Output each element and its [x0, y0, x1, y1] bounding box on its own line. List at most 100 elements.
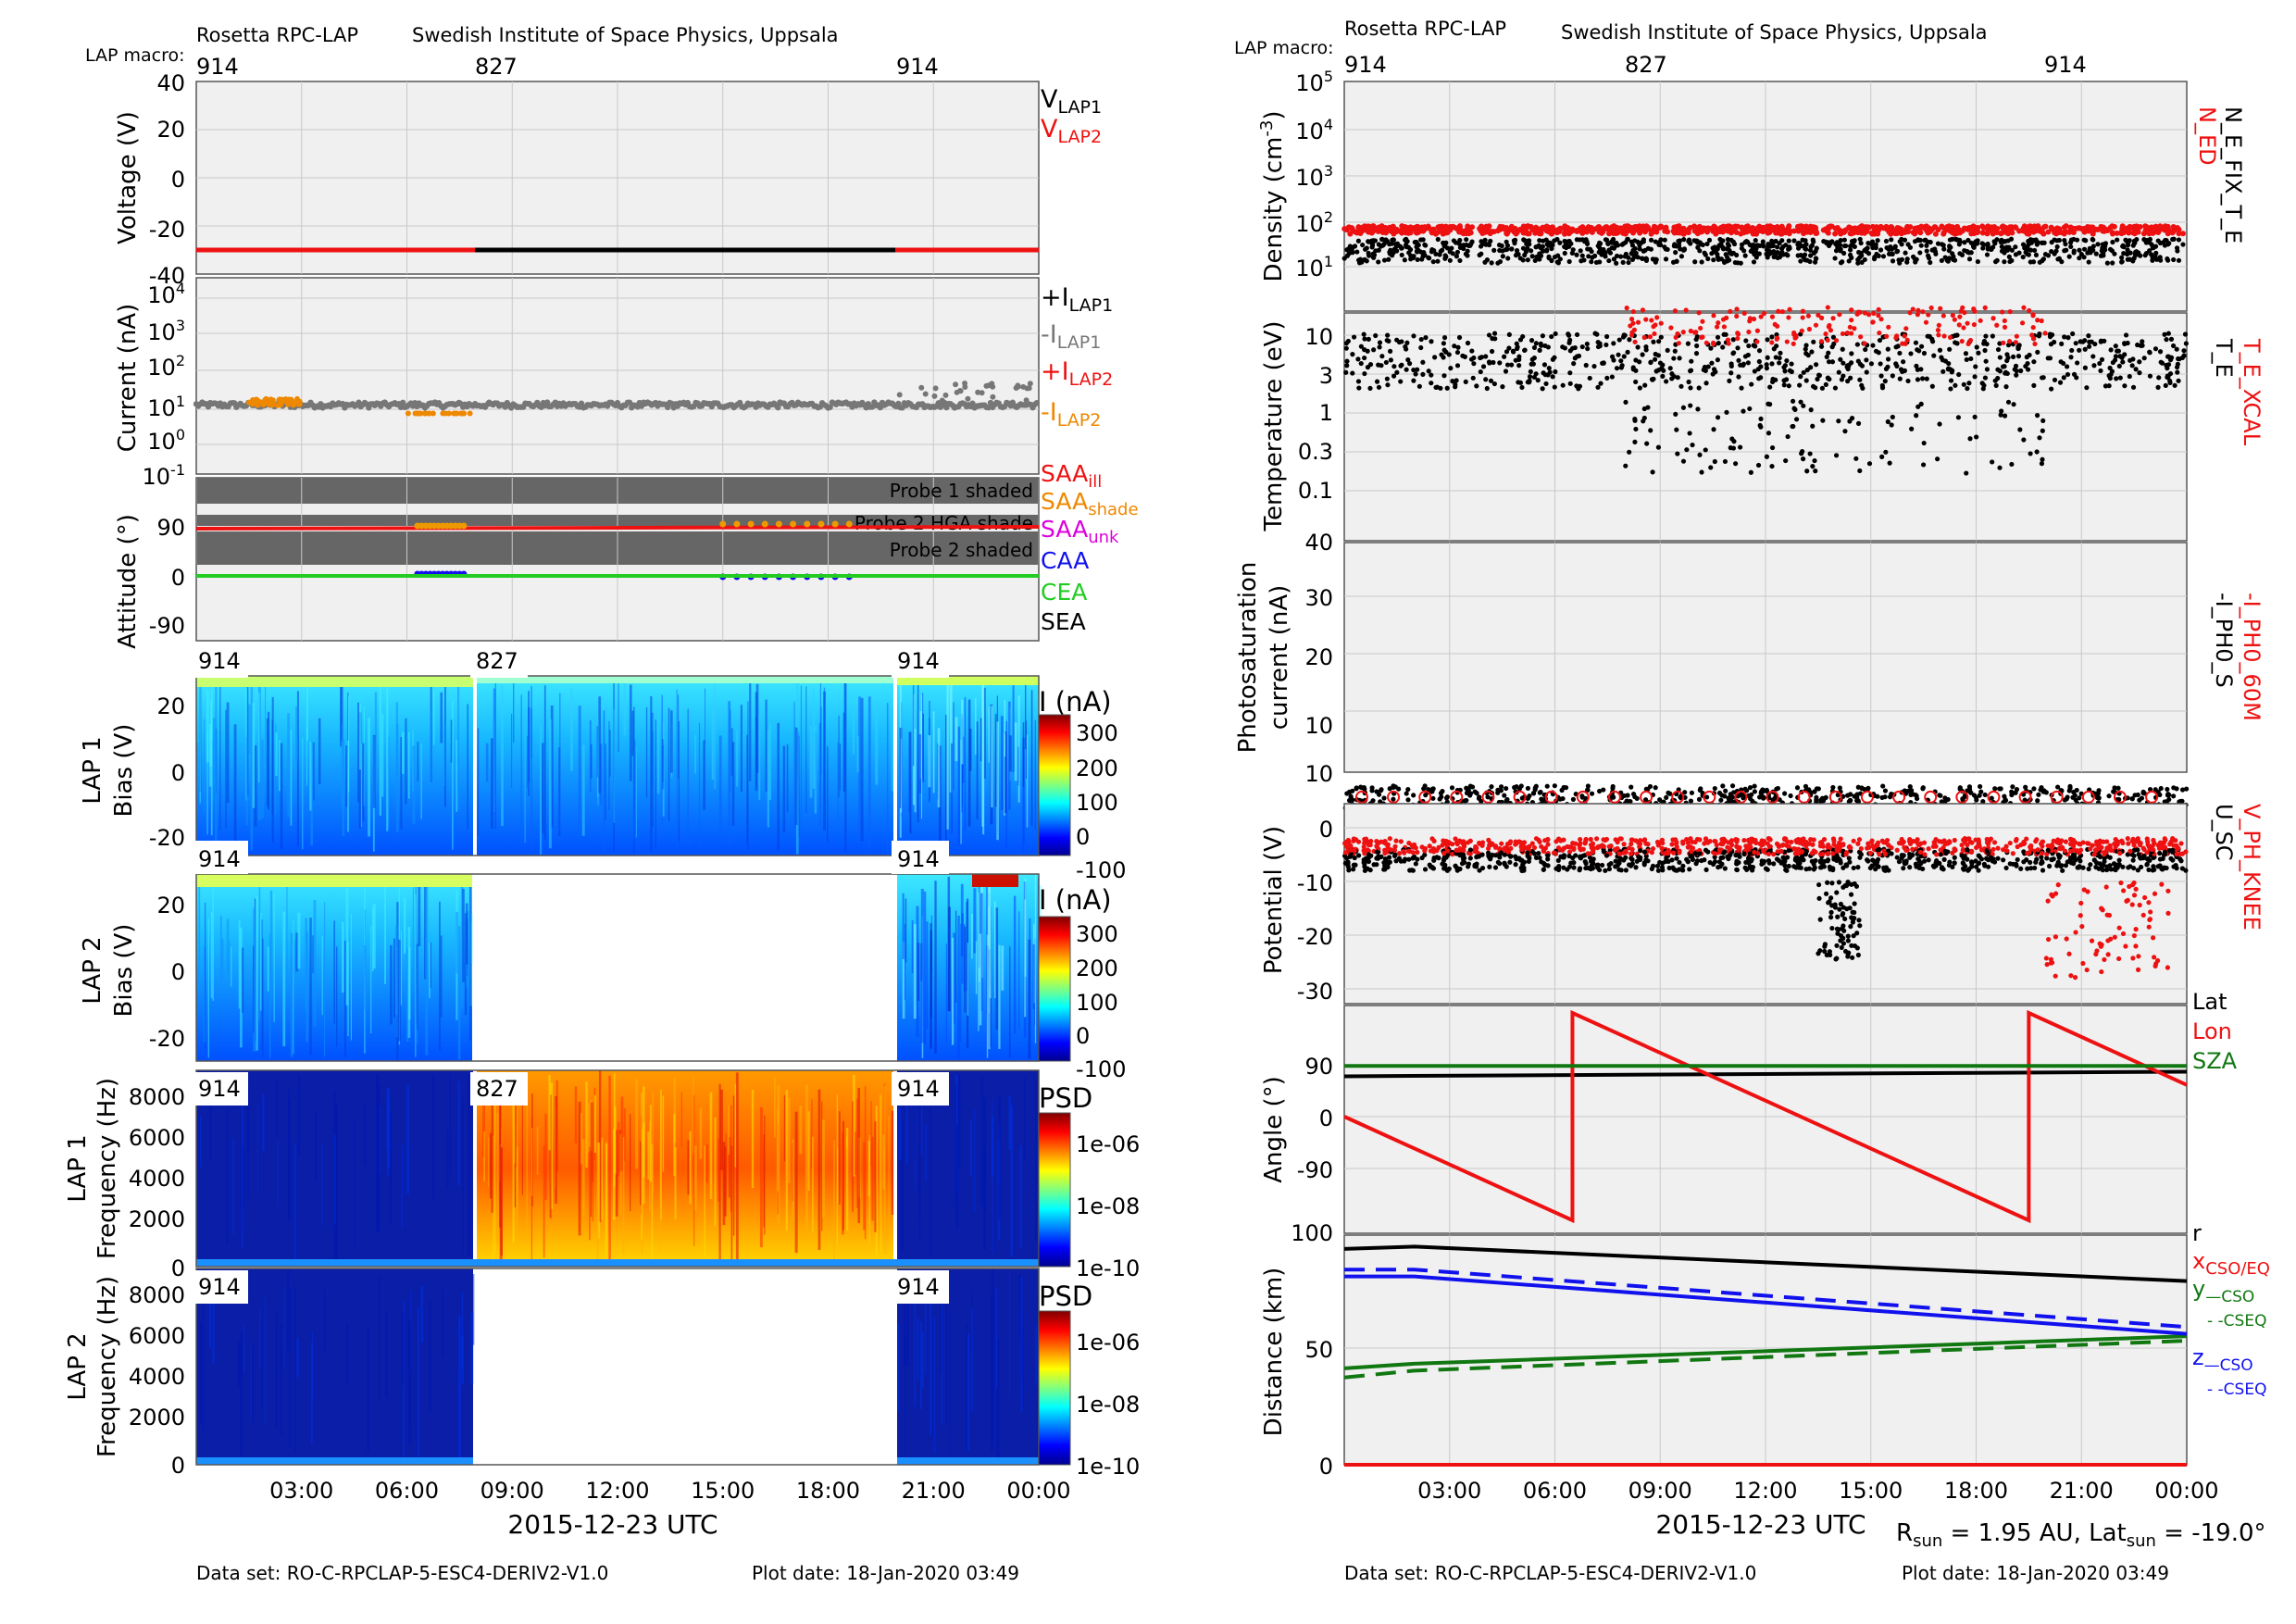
psd-streak	[500, 1147, 503, 1256]
temperature-point	[1520, 333, 1526, 340]
psd-streak	[652, 1091, 654, 1193]
temperature-xcal-point	[1654, 315, 1660, 320]
psd-streak	[888, 1116, 890, 1233]
temperature-point	[2182, 331, 2189, 337]
temperature-point	[1566, 331, 1571, 337]
temperature-point	[1509, 362, 1515, 368]
density-point-ned	[1902, 229, 1908, 235]
density-point-nefix	[1899, 256, 1904, 262]
temperature-point	[1471, 361, 1477, 367]
photosat-point	[1741, 795, 1746, 801]
density-point-nefix	[1632, 238, 1638, 244]
density-point-nefix	[1699, 259, 1704, 265]
temperature-point	[1688, 385, 1693, 391]
photosat-point	[2165, 793, 2171, 798]
photosat-point	[1971, 793, 1978, 798]
psd-streak	[623, 1108, 626, 1162]
temperature-point	[1415, 367, 1420, 372]
temperature-point	[1387, 348, 1393, 354]
bias-streak	[740, 705, 742, 792]
density-point-nefix	[1875, 238, 1880, 244]
lap1-bias-cbar-100: 100	[1076, 790, 1118, 816]
density-point-nefix	[1837, 245, 1842, 251]
density-point-ned	[1966, 224, 1973, 231]
temperature-point	[1441, 341, 1446, 346]
density-point-nefix	[1777, 241, 1782, 246]
current-point-lap2	[426, 410, 432, 417]
bias-streak	[266, 718, 269, 806]
temperature-point	[1751, 343, 1756, 348]
density-point-ned	[2071, 225, 2078, 231]
temperature-point	[1966, 381, 1972, 386]
bias-streak	[1004, 731, 1007, 814]
temperature-point	[1379, 354, 1385, 359]
temperature-point	[1990, 333, 1995, 339]
bias-streak	[838, 715, 840, 798]
density-point-nefix	[2150, 257, 2155, 263]
bias-streak	[570, 688, 573, 771]
bias-streak	[321, 936, 323, 1016]
density-point-nefix	[1422, 253, 1428, 258]
psd-streak	[705, 1144, 708, 1183]
density-point-ned	[2140, 231, 2147, 237]
temperature-point	[2156, 375, 2162, 381]
psd-streak	[259, 1306, 261, 1368]
density-point-nefix	[1435, 258, 1441, 264]
density-point-nefix	[1766, 241, 1771, 247]
temperature-point	[2117, 375, 2123, 381]
photosat-point	[1938, 793, 1943, 798]
lap2-freq-colorbar	[1038, 1310, 1071, 1466]
lap2-freq-ylabel-a: LAP 2	[64, 1332, 92, 1400]
temperature-point	[1919, 376, 1926, 381]
temperature-xcal-point	[1751, 316, 1757, 322]
density-point-nefix	[1369, 244, 1375, 250]
bias-streak	[728, 701, 731, 846]
temperature-point	[1453, 381, 1458, 388]
bias-streak	[390, 944, 393, 1025]
temperature-point	[1878, 361, 1883, 367]
temperature-xcal-point	[1635, 319, 1641, 325]
temperature-point	[1897, 376, 1903, 381]
density-point-nefix	[1605, 241, 1611, 246]
bias-streak	[258, 693, 260, 783]
temperature-xcal-point	[1624, 306, 1629, 311]
temperature-point	[1711, 427, 1716, 432]
temperature-xcal-point	[1849, 307, 1854, 313]
density-point-nefix	[2063, 241, 2068, 247]
temperature-point	[2031, 359, 2037, 365]
density-point-nefix	[1623, 251, 1628, 257]
lap2-bias-cbar-100: 100	[1076, 990, 1118, 1016]
temperature-point	[1686, 379, 1691, 385]
temperature-point	[1879, 382, 1885, 389]
temperature-point	[1598, 381, 1603, 386]
temperature-xcal-point	[2001, 340, 2006, 345]
density-point-nefix	[1415, 256, 1420, 263]
density-point-nefix	[1728, 250, 1733, 256]
bias-streak	[581, 744, 585, 836]
temp-ytick-40-a: 40	[1304, 530, 1333, 556]
photosat-point	[1378, 799, 1383, 805]
temperature-point	[1929, 383, 1935, 389]
density-point-nefix	[1681, 237, 1687, 243]
photosat-point	[1560, 795, 1566, 802]
density-point-nefix	[2028, 240, 2034, 245]
temperature-xcal-point	[1971, 321, 1978, 328]
density-point-nefix	[1786, 238, 1791, 244]
density-point-nefix	[1620, 259, 1626, 265]
temperature-point	[1618, 358, 1624, 364]
density-point-nefix	[2093, 251, 2099, 256]
density-point-nefix	[1631, 253, 1637, 258]
probe1-shaded-label: Probe 1 shaded	[890, 480, 1033, 502]
temperature-point	[1491, 359, 1496, 366]
bias-streak	[253, 945, 255, 1033]
density-point-nefix	[1525, 257, 1530, 263]
temperature-point	[1810, 423, 1816, 429]
temperature-point	[1855, 420, 1862, 427]
temperature-xcal-point	[1950, 312, 1955, 319]
density-point-nefix	[2013, 244, 2018, 250]
photosat-point	[1939, 799, 1944, 805]
temperature-point	[1367, 385, 1373, 391]
temperature-point	[1383, 359, 1389, 366]
photosat-60m-point	[1544, 790, 1558, 804]
saa-shade-marker	[831, 520, 839, 528]
